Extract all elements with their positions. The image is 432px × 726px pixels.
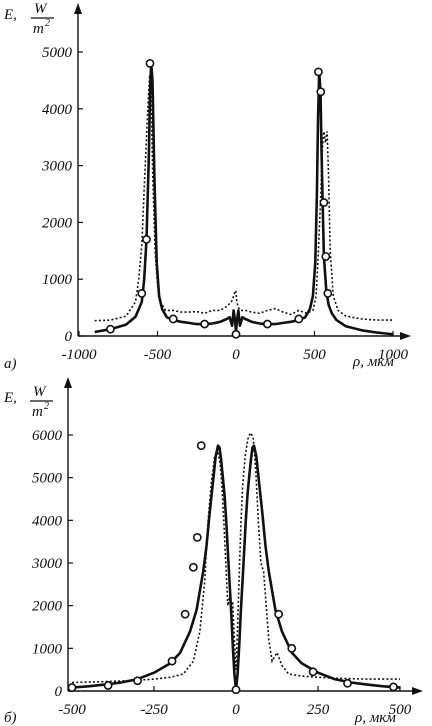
data-point-marker	[142, 235, 151, 244]
data-point-marker	[319, 198, 329, 207]
x-tick-label: -250	[140, 702, 168, 718]
data-point-marker	[231, 685, 241, 695]
panel-a-ylabel-unit-den: m	[33, 21, 44, 37]
data-point-marker	[103, 681, 113, 690]
data-point-marker	[145, 58, 155, 68]
y-tick-label: 2000	[42, 215, 73, 231]
x-tick-label: -500	[144, 347, 172, 363]
panel-a-ylabel-unit-exp: 2	[45, 18, 50, 29]
data-point-marker	[168, 314, 178, 324]
y-tick-label: 6000	[32, 428, 63, 444]
data-point-marker	[389, 682, 398, 692]
data-point-marker	[200, 319, 209, 329]
data-point-marker	[316, 87, 326, 97]
data-point-marker	[167, 656, 177, 666]
data-point-marker	[231, 329, 241, 339]
x-tick-label: 500	[303, 347, 326, 363]
data-point-marker	[188, 562, 198, 572]
data-point-marker	[321, 252, 331, 261]
data-point-marker	[133, 676, 142, 686]
y-tick-label: 0	[55, 684, 63, 700]
panel-a-label: а)	[4, 356, 17, 372]
panel-a-xlabel: ρ, мкм	[352, 354, 394, 370]
data-point-marker	[343, 678, 352, 688]
y-tick-label: 4000	[32, 513, 63, 529]
series-dotted-line	[94, 74, 393, 322]
data-point-marker	[67, 683, 77, 692]
data-point-marker	[287, 643, 297, 653]
data-point-marker	[314, 67, 323, 77]
panel-b-label: б)	[4, 710, 17, 726]
y-tick-label: 5000	[32, 471, 63, 487]
y-tick-label: 0	[65, 329, 73, 345]
panel-a-ylabel-unit-num: W	[34, 1, 48, 17]
x-tick-label: -500	[58, 702, 86, 718]
x-tick-label: 1000	[378, 347, 409, 363]
panel-b-ylabel-main: E,	[3, 390, 17, 406]
y-tick-label: 4000	[42, 102, 73, 118]
data-point-marker	[196, 441, 206, 451]
panel-b-ylabel-unit-exp: 2	[44, 401, 49, 412]
chart-panel-b: 0 1000 2000 3000 4000 5000 6000 -500 -250 0 250 50…	[3, 377, 423, 726]
data-point-marker	[106, 324, 115, 334]
data-point-marker	[137, 288, 147, 298]
x-tick-label: 0	[232, 347, 240, 363]
data-point-marker	[180, 609, 190, 619]
y-tick-label: 2000	[32, 599, 63, 615]
panel-a-ylabel-main: E,	[3, 7, 17, 23]
x-tick-label: -1000	[62, 347, 97, 363]
panel-b-x-arrow	[412, 687, 423, 695]
panel-a-y-arrow	[74, 3, 82, 14]
data-point-marker	[192, 533, 202, 542]
data-point-marker	[294, 314, 304, 324]
x-tick-label: 250	[307, 702, 330, 718]
data-point-marker	[262, 319, 272, 329]
data-point-marker	[308, 667, 318, 677]
data-point-marker	[323, 288, 333, 298]
panel-b-xlabel: ρ, мкм	[354, 710, 396, 726]
y-tick-label: 1000	[32, 641, 63, 657]
x-tick-label: 0	[232, 702, 240, 718]
panel-b-ylabel-unit-num: W	[33, 384, 47, 400]
y-tick-label: 5000	[42, 45, 73, 61]
y-tick-label: 3000	[31, 556, 63, 572]
panel-b-y-arrow	[64, 377, 72, 388]
y-tick-label: 3000	[41, 159, 73, 175]
panel-b-ylabel-unit-den: m	[32, 404, 43, 420]
y-tick-label: 1000	[42, 272, 73, 288]
data-point-marker	[274, 609, 284, 619]
series-dotted-line	[71, 431, 400, 684]
panel-a-x-arrow	[400, 332, 411, 340]
x-tick-label: 500	[389, 702, 412, 718]
